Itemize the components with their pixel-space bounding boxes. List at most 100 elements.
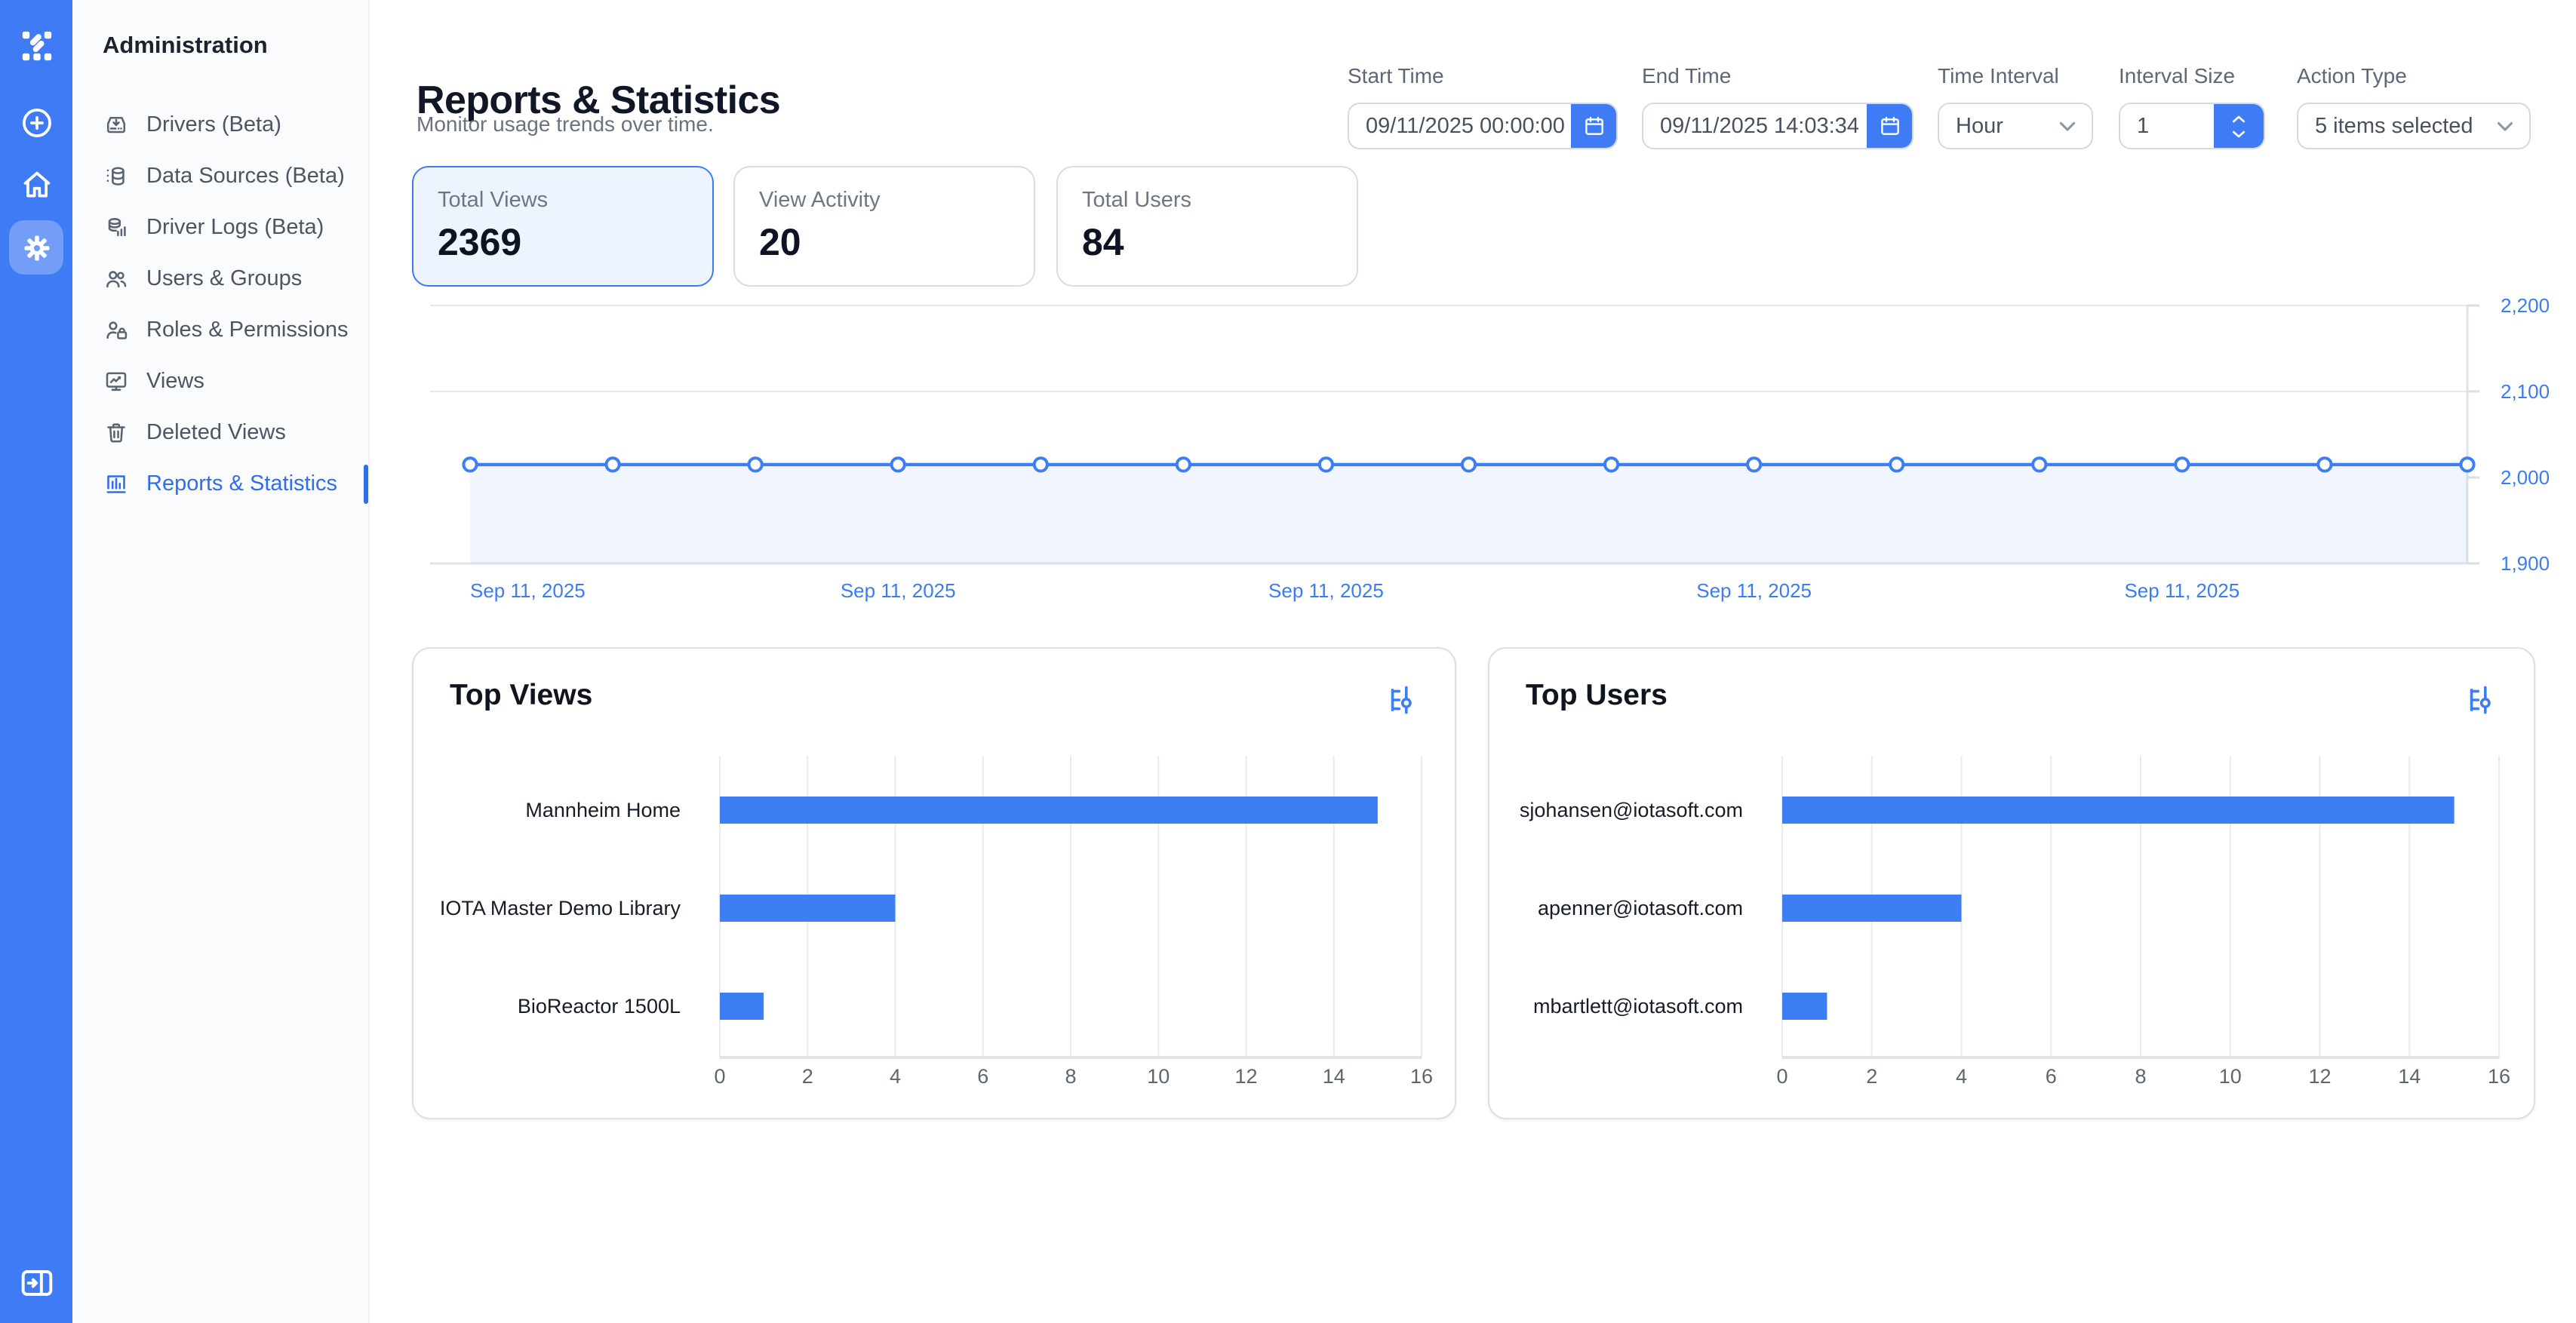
- stat-card-view-activity[interactable]: View Activity 20: [733, 166, 1035, 287]
- panel-title: Top Users: [1526, 679, 1668, 712]
- stat-card-value: 84: [1082, 222, 1124, 264]
- sliders-icon[interactable]: [2464, 685, 2495, 715]
- monitor-chart-icon: [103, 368, 130, 395]
- svg-text:4: 4: [1956, 1065, 1967, 1088]
- sidebar-item-label: Roles & Permissions: [146, 318, 349, 342]
- settings-nav-button[interactable]: [9, 220, 63, 275]
- end-time-value: 09/11/2025 14:03:34: [1660, 114, 1859, 138]
- interval-size-input[interactable]: 1: [2119, 103, 2265, 149]
- svg-text:Sep 11, 2025: Sep 11, 2025: [1268, 579, 1384, 602]
- top-views-panel: Top Views Mannheim Home IOTA Master Demo …: [412, 647, 1456, 1119]
- chevron-down-icon: [2058, 120, 2076, 132]
- download-tray-icon: [103, 112, 130, 139]
- interval-size-value: 1: [2137, 114, 2150, 138]
- panel-title: Top Views: [450, 679, 593, 712]
- svg-text:Sep 11, 2025: Sep 11, 2025: [2124, 579, 2239, 602]
- sliders-icon[interactable]: [1385, 685, 1416, 715]
- svg-text:sjohansen@iotasoft.com: sjohansen@iotasoft.com: [1520, 799, 1743, 821]
- chevron-down-icon: [2496, 120, 2514, 132]
- icon-rail: [0, 0, 72, 1323]
- svg-text:0: 0: [1776, 1065, 1788, 1088]
- action-type-label: Action Type: [2297, 63, 2407, 87]
- top-users-chart: sjohansen@iotasoft.com apenner@iotasoft.c…: [1520, 756, 2510, 1088]
- action-type-select[interactable]: 5 items selected: [2297, 103, 2531, 149]
- logo-icon[interactable]: [0, 27, 72, 65]
- stat-card-value: 2369: [438, 222, 522, 264]
- svg-text:2: 2: [1866, 1065, 1877, 1088]
- stat-card-label: Total Views: [438, 189, 549, 213]
- gear-icon: [20, 232, 52, 263]
- svg-text:6: 6: [977, 1065, 988, 1088]
- stat-card-total-views[interactable]: Total Views 2369: [412, 166, 714, 287]
- time-interval-label: Time Interval: [1938, 63, 2059, 87]
- sidebar-item-reports-statistics[interactable]: Reports & Statistics: [72, 459, 368, 510]
- calendar-icon: [1582, 115, 1605, 137]
- sidebar-item-label: Driver Logs (Beta): [146, 216, 324, 240]
- svg-text:4: 4: [890, 1065, 901, 1088]
- svg-text:apenner@iotasoft.com: apenner@iotasoft.com: [1538, 897, 1743, 919]
- time-interval-select[interactable]: Hour: [1938, 103, 2093, 149]
- svg-text:mbartlett@iotasoft.com: mbartlett@iotasoft.com: [1533, 995, 1743, 1018]
- main-content: Reports & Statistics Monitor usage trend…: [370, 0, 2576, 1323]
- trash-icon: [103, 419, 130, 447]
- sidebar-item-driver-logs-beta[interactable]: Driver Logs (Beta): [72, 202, 368, 253]
- svg-text:0: 0: [714, 1065, 725, 1088]
- svg-text:14: 14: [1323, 1065, 1345, 1088]
- svg-text:Sep 11, 2025: Sep 11, 2025: [470, 579, 586, 602]
- usage-trend-chart: 1,900 2,000 2,100 2,200 Sep 11, 2025 Sep 11, …: [430, 294, 2550, 602]
- svg-text:8: 8: [1065, 1065, 1076, 1088]
- stepper-down-icon[interactable]: [2230, 129, 2247, 138]
- calendar-icon: [1878, 115, 1901, 137]
- home-icon[interactable]: [0, 166, 72, 204]
- time-interval-filter: Time Interval Hour: [1938, 63, 2093, 149]
- bar-chart-icon: [103, 471, 130, 498]
- sidebar-item-label: Users & Groups: [146, 267, 303, 291]
- users-icon: [103, 266, 130, 293]
- sidebar-item-drivers-beta[interactable]: Drivers (Beta): [72, 100, 368, 151]
- plus-circle-icon[interactable]: [0, 104, 72, 142]
- sidebar-item-users-groups[interactable]: Users & Groups: [72, 253, 368, 305]
- sidebar-item-data-sources-beta[interactable]: Data Sources (Beta): [72, 151, 368, 202]
- svg-text:12: 12: [1234, 1065, 1257, 1088]
- start-time-label: Start Time: [1348, 63, 1444, 87]
- sidebar-item-label: Data Sources (Beta): [146, 164, 345, 189]
- action-type-filter: Action Type 5 items selected: [2297, 63, 2531, 149]
- svg-text:2,200: 2,200: [2501, 294, 2550, 317]
- sidebar-menu: Drivers (Beta) Data Sources (Beta) Drive…: [72, 100, 368, 510]
- time-interval-value: Hour: [1956, 114, 2003, 138]
- stepper-up-icon[interactable]: [2230, 114, 2247, 123]
- svg-text:6: 6: [2046, 1065, 2057, 1088]
- interval-size-filter: Interval Size 1: [2119, 63, 2265, 149]
- svg-text:Mannheim Home: Mannheim Home: [525, 799, 681, 821]
- start-time-calendar-button[interactable]: [1571, 104, 1616, 148]
- svg-text:1,900: 1,900: [2501, 552, 2550, 575]
- end-time-calendar-button[interactable]: [1867, 104, 1912, 148]
- svg-text:IOTA Master Demo Library: IOTA Master Demo Library: [440, 897, 681, 919]
- admin-sidebar: Administration Drivers (Beta) Data Sourc…: [72, 0, 370, 1323]
- page-title: Reports & Statistics: [417, 77, 781, 123]
- page-subtitle: Monitor usage trends over time.: [417, 112, 714, 136]
- end-time-input[interactable]: 09/11/2025 14:03:34: [1642, 103, 1914, 149]
- end-time-label: End Time: [1642, 63, 1732, 87]
- database-icon: [103, 163, 130, 190]
- stat-card-label: Total Users: [1082, 189, 1192, 213]
- sidebar-item-views[interactable]: Views: [72, 356, 368, 407]
- sidebar-item-deleted-views[interactable]: Deleted Views: [72, 407, 368, 459]
- end-time-filter: End Time 09/11/2025 14:03:34: [1642, 63, 1914, 149]
- start-time-input[interactable]: 09/11/2025 00:00:00: [1348, 103, 1618, 149]
- sidebar-title: Administration: [103, 33, 268, 59]
- sidebar-item-roles-permissions[interactable]: Roles & Permissions: [72, 305, 368, 356]
- stat-card-value: 20: [759, 222, 801, 264]
- sidebar-item-label: Drivers (Beta): [146, 113, 281, 137]
- svg-text:Sep 11, 2025: Sep 11, 2025: [841, 579, 956, 602]
- start-time-value: 09/11/2025 00:00:00: [1366, 114, 1565, 138]
- start-time-filter: Start Time 09/11/2025 00:00:00: [1348, 63, 1618, 149]
- svg-text:8: 8: [2135, 1065, 2146, 1088]
- svg-text:16: 16: [2488, 1065, 2510, 1088]
- interval-size-stepper[interactable]: [2214, 104, 2264, 148]
- stat-card-total-users[interactable]: Total Users 84: [1056, 166, 1358, 287]
- stat-card-label: View Activity: [759, 189, 881, 213]
- svg-text:12: 12: [2308, 1065, 2331, 1088]
- collapse-sidebar-icon[interactable]: [0, 1264, 72, 1302]
- interval-size-label: Interval Size: [2119, 63, 2236, 87]
